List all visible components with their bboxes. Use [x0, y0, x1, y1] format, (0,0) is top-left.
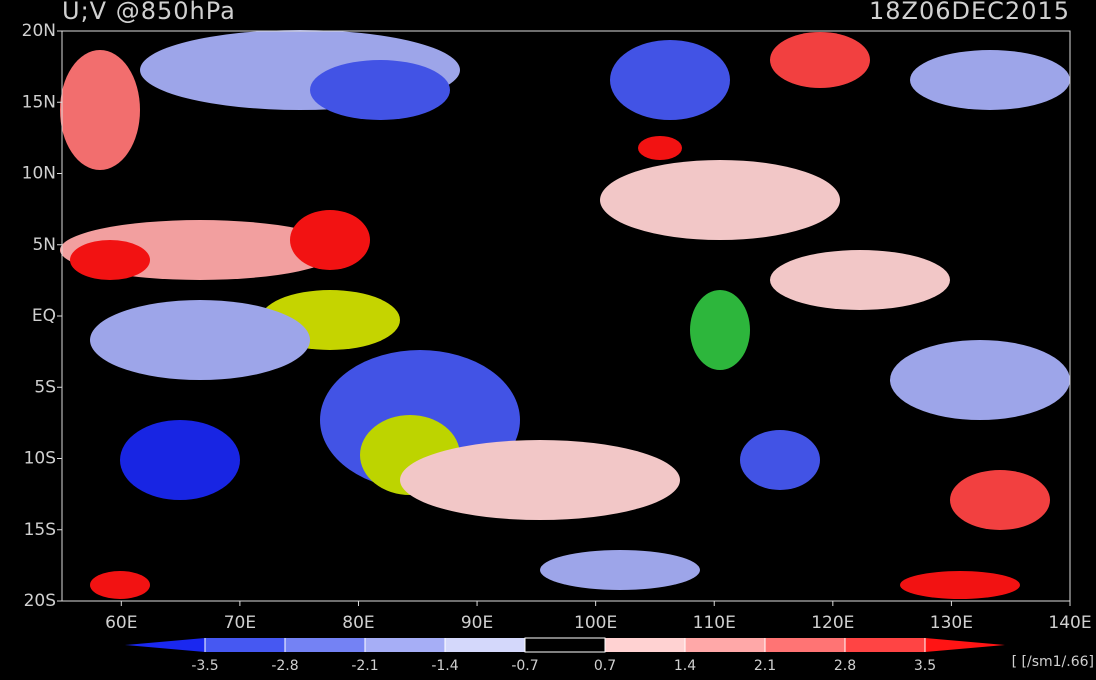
colorbar-label: -2.8 [271, 658, 298, 674]
colorbar-label: 3.5 [914, 658, 936, 674]
y-tick-label: 10S [24, 449, 56, 469]
map-time: 18Z06DEC2015 [869, 0, 1070, 25]
patch [400, 440, 680, 520]
y-tick-label: EQ [32, 306, 56, 326]
patch [90, 300, 310, 380]
colorbar-label: 2.1 [754, 658, 776, 674]
patch [638, 136, 682, 160]
colorbar-label: -0.7 [511, 658, 538, 674]
patch [290, 210, 370, 270]
colorbar-bin [285, 638, 365, 652]
x-tick-label: 140E [1048, 613, 1091, 633]
colorbar-arrow [925, 638, 1005, 652]
patch [60, 50, 140, 170]
patch [610, 40, 730, 120]
colorbar-bin [524, 637, 606, 653]
patch [740, 430, 820, 490]
x-tick-label: 130E [930, 613, 973, 633]
y-tick-label: 15S [24, 520, 56, 540]
colorbar-label: 2.8 [834, 658, 856, 674]
x-tick-label: 100E [574, 613, 617, 633]
x-tick-label: 90E [461, 613, 493, 633]
colorbar-bin [205, 638, 285, 652]
patch [90, 571, 150, 599]
colorbar-unit: [ [/sm1/.66] [1012, 654, 1094, 670]
colorbar-bin [845, 638, 925, 652]
y-tick-label: 15N [22, 92, 56, 112]
patch [770, 250, 950, 310]
patch [910, 50, 1070, 110]
colorbar-bin [765, 638, 845, 652]
y-tick-label: 10N [22, 164, 56, 184]
colorbar-label: 0.7 [594, 658, 616, 674]
patch [540, 550, 700, 590]
x-tick-label: 80E [342, 613, 374, 633]
patch [900, 571, 1020, 599]
x-tick-label: 120E [811, 613, 854, 633]
patch [70, 240, 150, 280]
x-tick-label: 60E [105, 613, 137, 633]
map-title: U;V @850hPa [62, 0, 236, 25]
y-tick-label: 20S [24, 591, 56, 611]
x-tick-label: 70E [224, 613, 256, 633]
patch [890, 340, 1070, 420]
colorbar-bin [365, 638, 445, 652]
colorbar-bin [605, 638, 685, 652]
patch [950, 470, 1050, 530]
colorbar-arrow [125, 638, 205, 652]
field [60, 30, 1070, 601]
patch [600, 160, 840, 240]
colorbar-label: -3.5 [191, 658, 218, 674]
colorbar-bin [685, 638, 765, 652]
patch [120, 420, 240, 500]
patch [770, 32, 870, 88]
patch [690, 290, 750, 370]
y-tick-label: 5N [32, 235, 56, 255]
y-tick-label: 20N [22, 21, 56, 41]
colorbar-bin [445, 638, 525, 652]
x-tick-label: 110E [693, 613, 736, 633]
y-tick-label: 5S [34, 377, 56, 397]
colorbar-label: -2.1 [351, 658, 378, 674]
patch [310, 60, 450, 120]
colorbar-label: 1.4 [674, 658, 696, 674]
colorbar-label: -1.4 [431, 658, 458, 674]
